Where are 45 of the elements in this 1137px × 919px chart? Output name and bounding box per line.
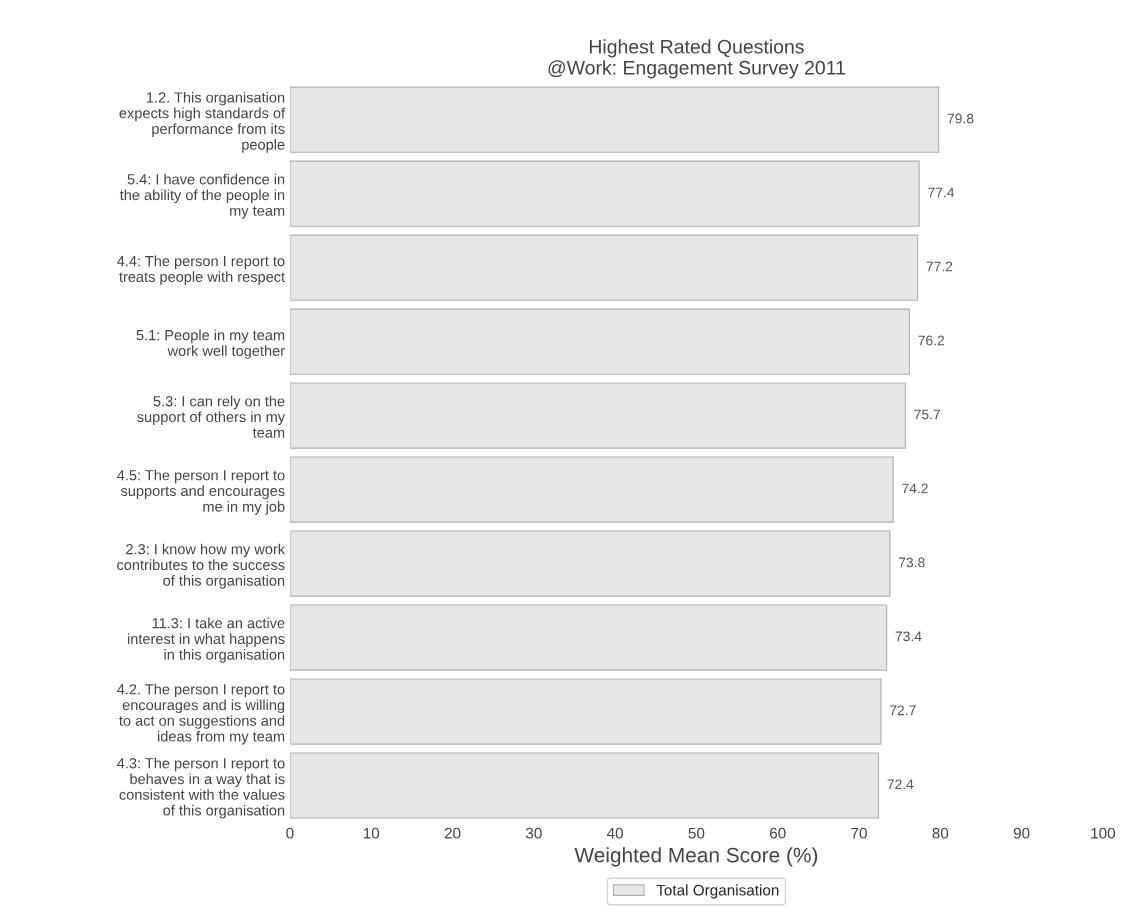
- y-tick-label: 1.2. This organisation expects high standards of performance from its people: [119, 91, 286, 153]
- y-tick-label: 4.2. The person I report to encourages and is willing to act on suggestions and ideas from my team: [117, 683, 285, 745]
- x-tick-label: 30: [525, 827, 542, 839]
- data-label: 74.2: [902, 483, 928, 494]
- x-tick-label: 0: [286, 827, 294, 839]
- bar: [289, 160, 920, 227]
- y-tick-label: 2.3: I know how my work contributes to the success of this organisation: [117, 543, 286, 589]
- x-tick-label: 60: [769, 827, 786, 839]
- data-label: 79.8: [947, 113, 974, 124]
- chart-subtitle: @Work: Engagement Survey 2011: [548, 60, 845, 79]
- y-tick-label: 5.1: People in my team work well together: [136, 329, 285, 359]
- bar: [289, 456, 894, 523]
- data-label: 75.7: [914, 409, 941, 420]
- data-label: 72.4: [887, 779, 914, 790]
- y-tick-label: 4.5: The person I report to supports and encourages me in my job: [117, 469, 285, 515]
- x-tick-label: 80: [932, 827, 949, 839]
- x-axis-title: Weighted Mean Score (%): [574, 847, 818, 867]
- x-tick-label: 40: [606, 827, 624, 839]
- data-label: 73.4: [895, 631, 922, 642]
- data-label: 76.2: [918, 335, 945, 346]
- data-label: 77.4: [928, 187, 955, 198]
- y-tick-label: 5.4: I have confidence in the ability of the people in my team: [119, 173, 285, 219]
- x-tick-label: 10: [363, 827, 380, 839]
- x-tick-label: 70: [851, 827, 867, 839]
- chart-title: Highest Rated Questions: [589, 39, 804, 58]
- data-label: 77.2: [926, 261, 953, 272]
- bar: [289, 530, 891, 597]
- bar: [289, 752, 880, 819]
- bar: [289, 382, 906, 449]
- bar: [289, 604, 888, 671]
- x-tick-label: 90: [1013, 827, 1030, 839]
- y-tick-label: 4.3: The person I report to behaves in a way that is consistent with the values of this organisation: [117, 757, 285, 819]
- y-tick-label: 5.3: I can rely on the support of others in my team: [137, 395, 286, 438]
- bar: [289, 308, 910, 375]
- bar: [289, 234, 919, 301]
- y-tick-label: 11.3: I take an active interest in what happens in this organisation: [127, 617, 285, 663]
- x-tick-label: 20: [444, 827, 461, 839]
- legend-label: Total Organisation: [656, 884, 779, 899]
- x-tick-label: 50: [688, 827, 705, 839]
- bar: [289, 86, 940, 153]
- bar: [289, 678, 882, 745]
- y-tick-label: 4.4: The person I report to treats people with respect: [117, 255, 285, 285]
- data-label: 73.8: [898, 557, 925, 568]
- x-tick-label: 100: [1091, 827, 1116, 839]
- data-label: 72.7: [890, 705, 916, 716]
